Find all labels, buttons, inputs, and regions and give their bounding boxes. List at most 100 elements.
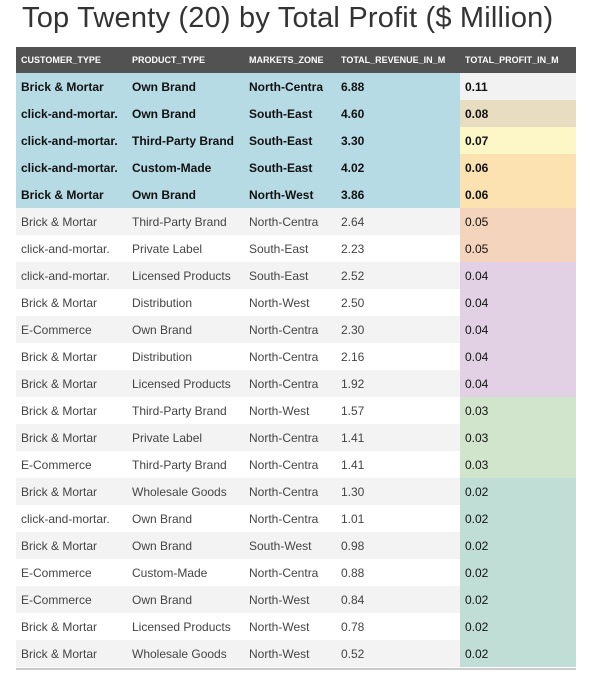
column-header-markets-zone[interactable]: MARKETS_ZONE <box>249 55 324 65</box>
cell-total-revenue: 0.88 <box>336 559 460 586</box>
cell-total-profit: 0.03 <box>460 397 576 424</box>
cell-total-profit: 0.03 <box>460 424 576 451</box>
cell-customer-type: E-Commerce <box>16 586 127 613</box>
cell-total-revenue: 2.23 <box>336 235 460 262</box>
cell-customer-type: Brick & Mortar <box>16 370 127 397</box>
cell-customer-type: click-and-mortar. <box>16 127 127 154</box>
cell-product-type: Licensed Products <box>127 370 244 397</box>
cell-total-profit: 0.04 <box>460 289 576 316</box>
cell-product-type: Own Brand <box>127 586 244 613</box>
table-row: E-Commerce Custom-Made North-Centra 0.88 0.0… <box>16 559 576 586</box>
table-row: Brick & Mortar Wholesale Goods North-West 0… <box>16 640 576 667</box>
cell-total-revenue: 2.50 <box>336 289 460 316</box>
cell-total-profit: 0.02 <box>460 559 576 586</box>
cell-total-revenue: 2.30 <box>336 316 460 343</box>
cell-total-profit: 0.07 <box>460 127 576 154</box>
cell-markets-zone: South-East <box>244 262 336 289</box>
table-row: Brick & Mortar Private Label North-Centra 1… <box>16 424 576 451</box>
cell-product-type: Own Brand <box>127 100 244 127</box>
table-row: click-and-mortar. Custom-Made South-East 4.… <box>16 154 576 181</box>
cell-customer-type: E-Commerce <box>16 559 127 586</box>
table-row: E-Commerce Third-Party Brand North-Centra 1… <box>16 451 576 478</box>
table-row: Brick & Mortar Licensed Products North-Wes… <box>16 613 576 640</box>
profit-table: CUSTOMER_TYPE PRODUCT_TYPE MARKETS_ZONE … <box>16 47 576 667</box>
cell-customer-type: Brick & Mortar <box>16 289 127 316</box>
cell-total-profit: 0.04 <box>460 370 576 397</box>
cell-total-profit: 0.05 <box>460 235 576 262</box>
cell-total-profit: 0.05 <box>460 208 576 235</box>
cell-product-type: Third-Party Brand <box>127 397 244 424</box>
cell-total-profit: 0.03 <box>460 451 576 478</box>
cell-total-revenue: 2.64 <box>336 208 460 235</box>
cell-markets-zone: North-West <box>244 289 336 316</box>
cell-total-revenue: 1.57 <box>336 397 460 424</box>
cell-product-type: Licensed Products <box>127 613 244 640</box>
cell-product-type: Third-Party Brand <box>127 451 244 478</box>
cell-product-type: Distribution <box>127 289 244 316</box>
cell-markets-zone: North-Centra <box>244 451 336 478</box>
cell-total-profit: 0.04 <box>460 262 576 289</box>
column-header-product-type[interactable]: PRODUCT_TYPE <box>132 55 206 65</box>
cell-total-profit: 0.02 <box>460 613 576 640</box>
cell-total-revenue: 4.60 <box>336 100 460 127</box>
cell-customer-type: Brick & Mortar <box>16 343 127 370</box>
column-header-total-profit[interactable]: TOTAL_PROFIT_IN_M <box>465 55 559 65</box>
cell-customer-type: Brick & Mortar <box>16 397 127 424</box>
table-row: Brick & Mortar Licensed Products North-Cen… <box>16 370 576 397</box>
cell-total-revenue: 1.41 <box>336 451 460 478</box>
cell-total-profit: 0.08 <box>460 100 576 127</box>
cell-customer-type: Brick & Mortar <box>16 424 127 451</box>
cell-markets-zone: South-East <box>244 235 336 262</box>
cell-markets-zone: South-West <box>244 532 336 559</box>
cell-total-profit: 0.02 <box>460 478 576 505</box>
cell-markets-zone: North-Centra <box>244 505 336 532</box>
cell-customer-type: Brick & Mortar <box>16 73 127 100</box>
cell-customer-type: Brick & Mortar <box>16 478 127 505</box>
cell-markets-zone: South-East <box>244 100 336 127</box>
cell-customer-type: E-Commerce <box>16 316 127 343</box>
column-header-customer-type[interactable]: CUSTOMER_TYPE <box>21 55 101 65</box>
cell-markets-zone: North-Centra <box>244 208 336 235</box>
cell-total-revenue: 0.52 <box>336 640 460 667</box>
cell-product-type: Custom-Made <box>127 559 244 586</box>
table-row: E-Commerce Own Brand North-West 0.84 0.02 <box>16 586 576 613</box>
cell-product-type: Distribution <box>127 343 244 370</box>
cell-product-type: Custom-Made <box>127 154 244 181</box>
table-row: Brick & Mortar Own Brand North-Centra 6.88 0… <box>16 73 576 100</box>
cell-total-profit: 0.02 <box>460 505 576 532</box>
cell-product-type: Wholesale Goods <box>127 640 244 667</box>
cell-product-type: Wholesale Goods <box>127 478 244 505</box>
cell-customer-type: Brick & Mortar <box>16 640 127 667</box>
cell-markets-zone: North-West <box>244 181 336 208</box>
cell-markets-zone: North-Centra <box>244 478 336 505</box>
cell-product-type: Private Label <box>127 424 244 451</box>
table-row: click-and-mortar. Own Brand North-Centra 1.… <box>16 505 576 532</box>
cell-markets-zone: North-West <box>244 397 336 424</box>
table-header-row: CUSTOMER_TYPE PRODUCT_TYPE MARKETS_ZONE … <box>16 47 576 73</box>
cell-customer-type: Brick & Mortar <box>16 613 127 640</box>
table-row: click-and-mortar. Third-Party Brand South-… <box>16 127 576 154</box>
column-header-total-revenue[interactable]: TOTAL_REVENUE_IN_M <box>341 55 446 65</box>
cell-total-profit: 0.06 <box>460 154 576 181</box>
table-bottom-border <box>16 668 576 670</box>
cell-markets-zone: South-East <box>244 154 336 181</box>
cell-customer-type: Brick & Mortar <box>16 208 127 235</box>
cell-markets-zone: North-Centra <box>244 370 336 397</box>
table-row: click-and-mortar. Licensed Products South-… <box>16 262 576 289</box>
cell-markets-zone: North-West <box>244 640 336 667</box>
cell-total-revenue: 3.30 <box>336 127 460 154</box>
cell-total-profit: 0.02 <box>460 586 576 613</box>
cell-customer-type: Brick & Mortar <box>16 181 127 208</box>
cell-total-revenue: 1.30 <box>336 478 460 505</box>
cell-product-type: Own Brand <box>127 316 244 343</box>
table-row: Brick & Mortar Own Brand North-West 3.86 0.0… <box>16 181 576 208</box>
cell-markets-zone: North-Centra <box>244 559 336 586</box>
cell-customer-type: click-and-mortar. <box>16 100 127 127</box>
cell-product-type: Third-Party Brand <box>127 208 244 235</box>
cell-total-revenue: 0.98 <box>336 532 460 559</box>
table-row: Brick & Mortar Third-Party Brand North-Wes… <box>16 397 576 424</box>
cell-total-profit: 0.04 <box>460 343 576 370</box>
cell-product-type: Own Brand <box>127 505 244 532</box>
cell-customer-type: E-Commerce <box>16 451 127 478</box>
table-row: click-and-mortar. Private Label South-East… <box>16 235 576 262</box>
